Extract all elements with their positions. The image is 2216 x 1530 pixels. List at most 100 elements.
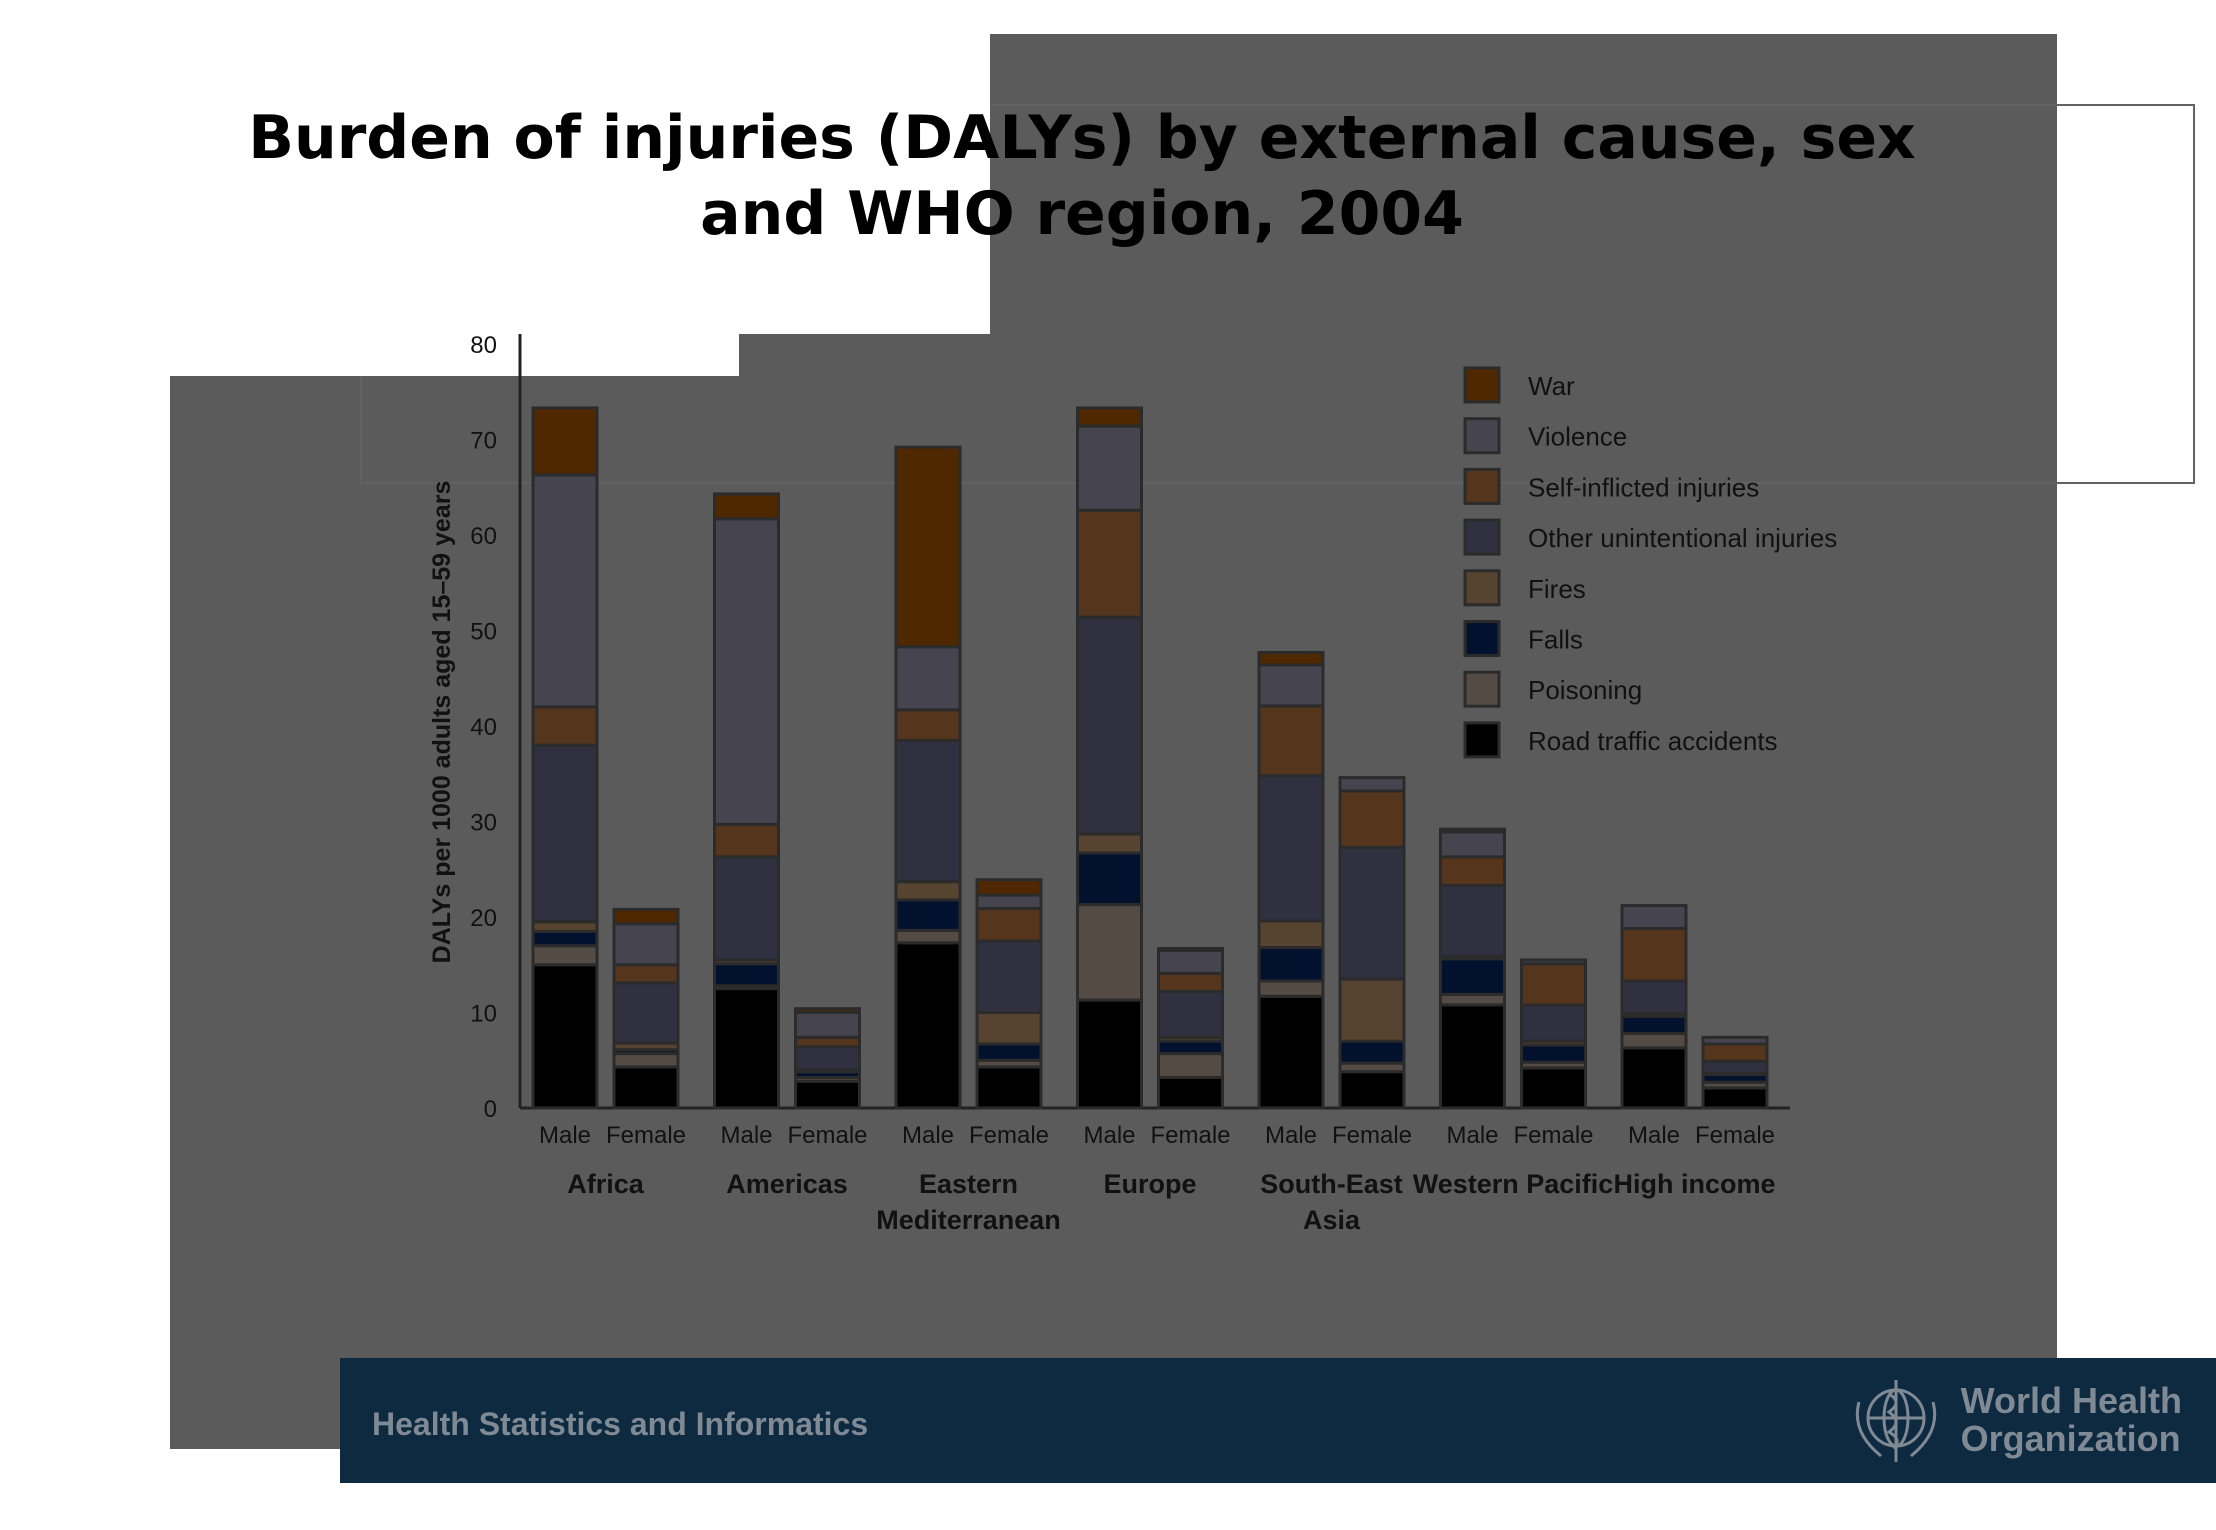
bar-segment-falls — [1439, 957, 1506, 996]
bar-segment-violence — [1157, 948, 1224, 975]
bar-segment-road-traffic-accidents — [1257, 994, 1325, 1110]
legend-swatch — [1463, 518, 1501, 556]
bar-segment-war — [794, 1007, 861, 1014]
white-overlay — [170, 34, 990, 334]
bar-segment-road-traffic-accidents — [975, 1065, 1043, 1110]
bar-segment-violence — [1439, 830, 1506, 859]
y-axis-title: DALYs per 1000 adults aged 15–59 years — [428, 481, 456, 964]
x-region-label: Africa — [567, 1169, 645, 1199]
bar-segment-self-inflicted-injuries — [1701, 1042, 1769, 1063]
bar-segment-poisoning — [1157, 1052, 1224, 1079]
x-sex-label: Male — [902, 1122, 954, 1149]
org-name-line1: World Health — [1960, 1380, 2182, 1421]
bar-segment-road-traffic-accidents — [1701, 1086, 1769, 1110]
bar-segment-road-traffic-accidents — [794, 1079, 861, 1110]
bar-segment-other-unintentional-injuries — [1439, 883, 1506, 958]
title-line-2: and WHO region, 2004 — [700, 179, 1464, 249]
legend-swatch — [1463, 467, 1501, 505]
bar-segment-violence — [794, 1011, 861, 1039]
x-sex-label: Male — [1083, 1122, 1135, 1149]
legend-label: Falls — [1528, 625, 1583, 655]
legend-label: Fires — [1528, 574, 1586, 604]
who-emblem-icon — [1855, 1380, 1936, 1462]
y-tick-label: 0 — [484, 1096, 497, 1123]
x-sex-label: Male — [539, 1122, 591, 1149]
y-tick-label: 20 — [470, 905, 497, 932]
x-region-label: Europe — [1103, 1169, 1196, 1199]
footer-band: Health Statistics and Informatics World … — [340, 1358, 2216, 1483]
bar-segment-violence — [975, 893, 1043, 910]
bar-segment-poisoning — [1439, 992, 1506, 1007]
x-sex-label: Female — [606, 1122, 686, 1149]
bar-segment-road-traffic-accidents — [531, 963, 599, 1110]
bar-segment-road-traffic-accidents — [1076, 998, 1143, 1110]
y-tick-label: 60 — [470, 523, 497, 550]
bar-segment-other-unintentional-injuries — [1701, 1059, 1769, 1076]
legend-label: Self-inflicted injuries — [1528, 472, 1759, 502]
bar-segment-poisoning — [1076, 903, 1143, 1002]
bar-segment-other-unintentional-injuries — [1620, 979, 1688, 1015]
x-region-label: High income — [1613, 1169, 1775, 1199]
bar-segment-violence — [1701, 1035, 1769, 1046]
bar-segment-other-unintentional-injuries — [975, 939, 1043, 1014]
bar-segment-other-unintentional-injuries — [1157, 989, 1224, 1039]
bar-segment-self-inflicted-injuries — [1076, 508, 1143, 619]
bar-segment-fires — [975, 1011, 1043, 1046]
x-region-label: Asia — [1303, 1205, 1361, 1235]
bar-segment-fires — [894, 880, 962, 902]
x-sex-label: Female — [1150, 1122, 1230, 1149]
x-sex-label: Male — [1265, 1122, 1317, 1149]
footer-text: Health Statistics and Informatics — [372, 1406, 869, 1442]
x-sex-label: Female — [1695, 1122, 1775, 1149]
bar-segment-road-traffic-accidents — [1620, 1046, 1688, 1110]
bar-segment-road-traffic-accidents — [713, 987, 780, 1110]
x-sex-label: Female — [787, 1122, 867, 1149]
bar-segment-other-unintentional-injuries — [794, 1045, 861, 1072]
legend-swatch — [1463, 620, 1501, 657]
bar-segment-violence — [713, 517, 780, 826]
bar-segment-self-inflicted-injuries — [1338, 789, 1406, 849]
bar-segment-war — [1076, 406, 1143, 428]
x-region-label: Americas — [726, 1169, 848, 1199]
bar-segment-war — [612, 907, 680, 926]
legend-swatch — [1463, 417, 1501, 455]
legend-label: Poisoning — [1528, 675, 1642, 705]
bar-segment-other-unintentional-injuries — [894, 738, 962, 884]
bar-segment-war — [975, 878, 1043, 897]
bar-segment-war — [1157, 947, 1224, 952]
bar-segment-self-inflicted-injuries — [531, 705, 599, 747]
bar-segment-other-unintentional-injuries — [713, 855, 780, 962]
bar-segment-falls — [1620, 1014, 1688, 1036]
bar-segment-other-unintentional-injuries — [612, 981, 680, 1045]
x-sex-label: Female — [1513, 1122, 1593, 1149]
y-tick-label: 40 — [470, 714, 497, 741]
x-region-label: Mediterranean — [876, 1205, 1061, 1235]
bar-segment-poisoning — [531, 944, 599, 967]
x-sex-label: Female — [1332, 1122, 1412, 1149]
bar-segment-self-inflicted-injuries — [612, 963, 680, 985]
bar-segment-poisoning — [1257, 979, 1325, 998]
bar-segment-fires — [1257, 919, 1325, 950]
x-region-label: Western Pacific — [1413, 1169, 1614, 1199]
legend-swatch — [1463, 569, 1501, 607]
bar-segment-other-unintentional-injuries — [1520, 1003, 1587, 1043]
bar-segment-violence — [612, 922, 680, 967]
org-name-line2: Organization — [1960, 1418, 2181, 1459]
bar-segment-self-inflicted-injuries — [1520, 962, 1587, 1007]
bar-segment-other-unintentional-injuries — [531, 743, 599, 924]
x-sex-label: Male — [1628, 1122, 1680, 1149]
y-tick-label: 70 — [470, 428, 497, 455]
bar-segment-falls — [1520, 1043, 1587, 1064]
bar-segment-road-traffic-accidents — [1157, 1075, 1224, 1110]
bar-segment-self-inflicted-injuries — [894, 708, 962, 742]
bar-segment-falls — [894, 898, 962, 932]
y-tick-label: 30 — [470, 810, 497, 837]
legend-swatch — [1463, 366, 1501, 404]
bar-segment-poisoning — [1620, 1032, 1688, 1050]
bar-segment-falls — [1076, 851, 1143, 907]
bar-segment-self-inflicted-injuries — [1257, 704, 1325, 778]
x-sex-label: Female — [969, 1122, 1049, 1149]
bar-segment-falls — [975, 1042, 1043, 1062]
bar-segment-self-inflicted-injuries — [713, 822, 780, 859]
